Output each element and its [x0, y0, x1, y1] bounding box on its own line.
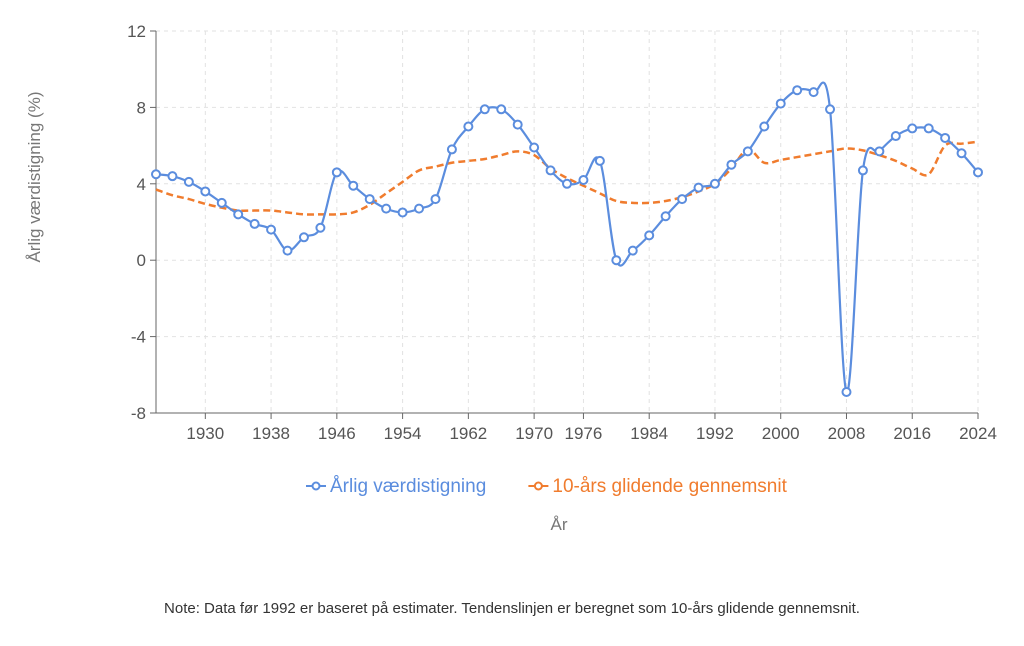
data-point — [529, 142, 540, 153]
data-point — [463, 121, 474, 132]
data-point — [825, 104, 836, 115]
data-point — [446, 144, 457, 155]
data-point — [660, 211, 671, 222]
data-point — [249, 218, 260, 229]
data-point — [282, 245, 293, 256]
data-point — [348, 180, 359, 191]
data-point — [331, 167, 342, 178]
data-point — [298, 232, 309, 243]
y-tick-label: 8 — [137, 98, 146, 117]
data-point — [874, 146, 885, 157]
data-point — [430, 194, 441, 205]
legend-swatch-marker — [311, 481, 321, 491]
y-axis-title: Årlig værdistigning (%) — [25, 92, 44, 263]
data-point — [512, 119, 523, 130]
data-point — [315, 222, 326, 233]
data-point — [216, 197, 227, 208]
data-point — [775, 98, 786, 109]
data-point — [907, 123, 918, 134]
data-point — [381, 203, 392, 214]
x-tick-label: 2000 — [762, 424, 800, 443]
x-tick-label: 2024 — [959, 424, 997, 443]
y-tick-label: 4 — [137, 175, 146, 194]
data-point — [233, 209, 244, 220]
data-point — [677, 194, 688, 205]
series-line-moving-average — [155, 140, 979, 216]
data-point — [611, 255, 622, 266]
data-point — [923, 123, 934, 134]
x-tick-label: 1954 — [384, 424, 422, 443]
data-point — [742, 146, 753, 157]
data-point — [200, 186, 211, 197]
data-point — [973, 167, 983, 178]
chart-note: Note: Data før 1992 er baseret på estima… — [164, 600, 860, 617]
data-point — [545, 165, 556, 176]
x-axis-title: År — [551, 515, 568, 534]
x-tick-label: 1970 — [515, 424, 553, 443]
y-tick-label: 12 — [127, 22, 146, 41]
x-tick-label: 2016 — [893, 424, 931, 443]
data-point — [594, 155, 605, 166]
data-point — [414, 203, 425, 214]
data-point — [841, 386, 852, 397]
series-line-annual — [155, 81, 979, 394]
x-tick-label: 1938 — [252, 424, 290, 443]
x-tick-label: 1946 — [318, 424, 356, 443]
legend-item-annual: Årlig værdistigning — [330, 476, 486, 497]
data-point — [151, 169, 161, 180]
data-point — [578, 174, 589, 185]
data-point — [890, 131, 901, 142]
data-point — [644, 230, 655, 241]
x-tick-label: 2008 — [828, 424, 866, 443]
data-point — [364, 194, 375, 205]
data-point — [627, 245, 638, 256]
data-point — [167, 171, 178, 182]
data-point — [940, 132, 951, 143]
chart: -8 -4 0 4 8 12 1930 1938 1946 1954 1962 1970 1976 198… — [25, 22, 997, 534]
data-point — [479, 104, 490, 115]
data-point — [857, 165, 868, 176]
data-point — [562, 178, 572, 189]
data-point — [693, 182, 704, 193]
data-point — [183, 176, 194, 187]
y-tick-label: 0 — [137, 251, 146, 270]
y-tick-label: -8 — [131, 404, 146, 423]
data-point — [397, 207, 408, 218]
legend-swatch-marker — [533, 481, 543, 491]
x-tick-label: 1984 — [630, 424, 668, 443]
y-tick-label: -4 — [131, 328, 146, 347]
x-tick-label: 1992 — [696, 424, 734, 443]
x-tick-label: 1962 — [449, 424, 487, 443]
data-point — [496, 104, 507, 115]
data-point — [808, 87, 819, 98]
data-point — [726, 159, 737, 170]
data-point — [956, 148, 967, 159]
x-tick-label: 1930 — [186, 424, 224, 443]
legend-item-moving-average: 10-års glidende gennemsnit — [552, 476, 787, 497]
data-point — [792, 85, 803, 96]
data-point — [709, 178, 720, 189]
data-point — [266, 224, 277, 235]
x-tick-label: 1976 — [565, 424, 603, 443]
data-point — [759, 121, 770, 132]
